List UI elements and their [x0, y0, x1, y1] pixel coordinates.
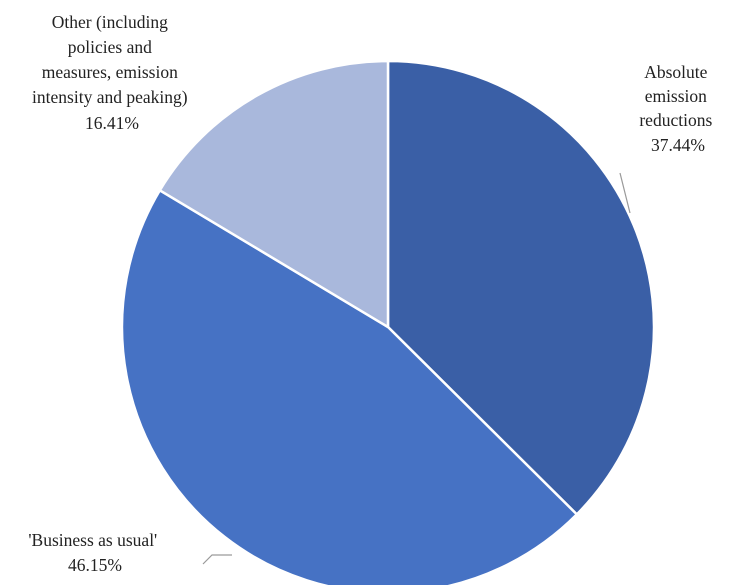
leader-line-business: [202, 554, 232, 565]
leader-line-absolute: [619, 172, 631, 214]
slice-value-absolute: 37.44%: [651, 135, 705, 155]
slice-absolute-emission-reductions: [386, 59, 656, 516]
slice-other: [158, 59, 390, 329]
slice-business-as-usual: [120, 189, 579, 585]
pie-slices: [120, 59, 656, 585]
slice-label-business: 'Business as usual' 46.15%: [28, 530, 161, 575]
slice-value-other: 16.41%: [85, 113, 139, 133]
slice-value-business: 46.15%: [68, 555, 122, 575]
slice-label-other: Other (including policies and measures, …: [32, 12, 192, 133]
slice-label-absolute: Absolute emission reductions 37.44%: [639, 62, 716, 155]
